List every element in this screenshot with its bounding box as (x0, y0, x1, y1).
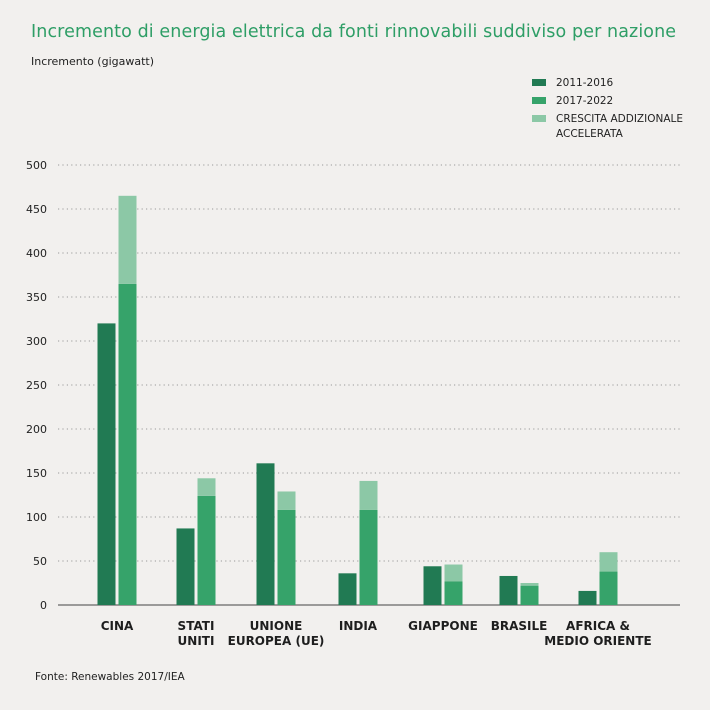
x-tick-label: CINA (101, 619, 134, 633)
x-tick-label: GIAPPONE (408, 619, 478, 633)
y-tick-label: 250 (26, 379, 47, 392)
bar-2017-2022 (359, 509, 378, 605)
bar-accelerated (197, 478, 216, 496)
bar-2011-2016 (176, 528, 195, 605)
legend: 2011-2016 2017-2022 CRESCITA ADDIZIONALE… (532, 76, 710, 145)
x-tick-label: STATI (178, 619, 215, 633)
legend-label-2011-2016: 2011-2016 (556, 77, 614, 89)
bar-2017-2022 (118, 283, 137, 605)
bar-2017-2022 (197, 495, 216, 605)
legend-label-2017-2022: 2017-2022 (556, 95, 614, 107)
x-tick-label: MEDIO ORIENTE (544, 634, 651, 648)
bar-2011-2016 (578, 590, 597, 605)
y-tick-label: 50 (33, 555, 47, 568)
y-tick-label: 300 (26, 335, 47, 348)
x-tick-label: UNIONE (250, 619, 303, 633)
bar-2011-2016 (338, 573, 357, 605)
y-tick-label: 350 (26, 291, 47, 304)
y-tick-label: 200 (26, 423, 47, 436)
y-tick-label: 0 (40, 599, 47, 612)
bar-2017-2022 (520, 585, 539, 605)
bar-2011-2016 (256, 463, 275, 605)
bar-2011-2016 (499, 575, 518, 605)
legend-swatch-accelerated (532, 115, 546, 122)
legend-swatch-2017-2022 (532, 97, 546, 104)
bar-2011-2016 (97, 323, 116, 605)
x-tick-label: BRASILE (491, 619, 548, 633)
bar-accelerated (359, 480, 378, 510)
x-tick-label: INDIA (339, 619, 378, 633)
source-note: Fonte: Renewables 2017/IEA (35, 671, 185, 683)
y-tick-label: 500 (26, 159, 47, 172)
y-tick-label: 400 (26, 247, 47, 260)
x-tick-label: UNITI (178, 634, 215, 648)
bar-accelerated (277, 491, 296, 510)
legend-label-accelerated: CRESCITA ADDIZIONALE ACCELERATA (556, 113, 683, 140)
bar-accelerated (118, 195, 137, 284)
x-tick-label: EUROPEA (UE) (228, 634, 325, 648)
y-tick-label: 450 (26, 203, 47, 216)
bar-2017-2022 (599, 571, 618, 605)
bar-2017-2022 (444, 581, 463, 605)
y-axis-label: Incremento (gigawatt) (31, 55, 155, 68)
bar-2017-2022 (277, 509, 296, 605)
bar-accelerated (599, 552, 618, 572)
legend-item-2011-2016: 2011-2016 (532, 76, 710, 91)
x-tick-label: AFRICA & (566, 619, 630, 633)
legend-item-accelerated: CRESCITA ADDIZIONALE ACCELERATA (532, 112, 710, 142)
chart-title: Incremento di energia elettrica da fonti… (31, 22, 677, 42)
legend-swatch-2011-2016 (532, 79, 546, 86)
bar-accelerated (520, 583, 539, 586)
bar-accelerated (444, 564, 463, 582)
y-tick-label: 150 (26, 467, 47, 480)
y-tick-label: 100 (26, 511, 47, 524)
bar-2011-2016 (423, 566, 442, 605)
legend-item-2017-2022: 2017-2022 (532, 94, 710, 109)
